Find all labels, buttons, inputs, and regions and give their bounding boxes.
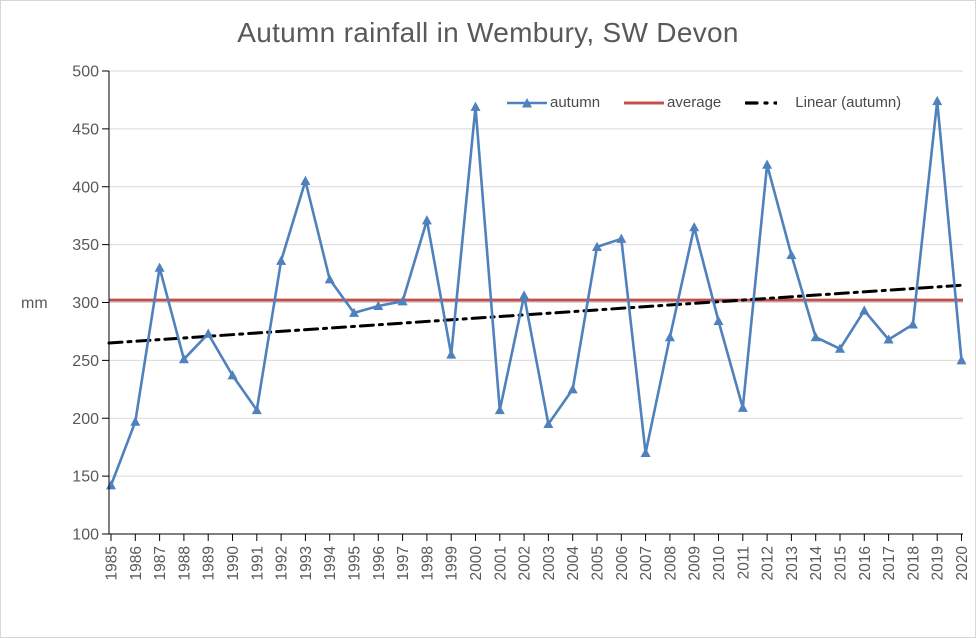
y-tick-label-400: 400 — [72, 179, 99, 196]
x-tick-label-1994: 1994 — [322, 546, 339, 581]
y-tick-label-450: 450 — [72, 121, 99, 138]
y-axis-unit-label: mm — [21, 295, 48, 312]
x-tick-label-2008: 2008 — [662, 546, 679, 580]
x-tick-label-1987: 1987 — [152, 546, 169, 580]
autumn-marker-2005 — [592, 241, 602, 251]
autumn-marker-1998 — [421, 215, 432, 225]
autumn-marker-2016 — [859, 305, 870, 315]
autumn-marker-2018 — [907, 319, 918, 329]
x-tick-label-2019: 2019 — [930, 546, 947, 580]
autumn-marker-2008 — [664, 332, 675, 342]
legend-item-autumn: autumn — [507, 94, 600, 111]
autumn-marker-2006 — [616, 233, 627, 243]
autumn-marker-1993 — [300, 175, 311, 185]
autumn-marker-1994 — [324, 274, 335, 284]
autumn-marker-1992 — [276, 255, 287, 265]
x-tick-label-2010: 2010 — [711, 546, 728, 581]
linear-trend-line — [107, 283, 965, 345]
autumn-marker-1987 — [154, 262, 165, 272]
y-tick-label-150: 150 — [72, 469, 99, 486]
autumn-series-swatch-icon — [507, 97, 547, 107]
autumn-marker-2012 — [762, 159, 773, 169]
x-tick-label-2016: 2016 — [857, 546, 874, 580]
autumn-marker-1986 — [130, 416, 141, 426]
x-tick-label-1993: 1993 — [298, 546, 315, 580]
x-tick-label-2002: 2002 — [517, 546, 534, 580]
y-tick-label-100: 100 — [72, 527, 99, 544]
y-tick-label-500: 500 — [72, 64, 99, 81]
autumn-marker-1991 — [251, 404, 262, 415]
autumn-marker-2009 — [689, 222, 700, 232]
x-tick-label-1999: 1999 — [444, 546, 461, 580]
x-tick-label-1990: 1990 — [225, 546, 242, 581]
x-tick-label-2003: 2003 — [541, 546, 558, 580]
y-tick-label-200: 200 — [72, 411, 99, 428]
x-tick-label-2017: 2017 — [881, 546, 898, 580]
legend-item-average: average — [624, 94, 721, 111]
x-tick-label-2009: 2009 — [687, 546, 704, 580]
autumn-marker-2001 — [494, 404, 505, 415]
autumn-marker-1988 — [178, 354, 189, 364]
autumn-marker-2014 — [810, 332, 821, 342]
autumn-marker-2002 — [519, 290, 530, 300]
autumn-marker-2011 — [737, 402, 748, 412]
legend-label-autumn: autumn — [550, 94, 601, 111]
autumn-marker-1989 — [203, 328, 214, 338]
x-tick-label-1995: 1995 — [347, 546, 364, 580]
linear-trend-swatch-icon — [745, 100, 778, 105]
chart-legend: autumn average Linear (autumn) — [507, 94, 901, 111]
x-tick-label-2000: 2000 — [468, 546, 485, 581]
x-tick-label-1985: 1985 — [104, 546, 121, 580]
x-tick-label-1986: 1986 — [128, 546, 145, 580]
x-tick-label-2011: 2011 — [735, 546, 752, 579]
legend-label-average: average — [667, 94, 722, 111]
autumn-marker-1990 — [227, 370, 238, 380]
x-tick-label-2001: 2001 — [492, 546, 509, 580]
autumn-marker-2003 — [543, 418, 554, 429]
autumn-marker-2010 — [713, 315, 724, 326]
x-tick-label-2012: 2012 — [760, 546, 777, 580]
autumn-marker-1996 — [373, 300, 384, 310]
autumn-marker-1999 — [446, 349, 457, 359]
autumn-marker-2017 — [883, 334, 894, 344]
x-tick-label-1989: 1989 — [201, 546, 218, 580]
autumn-marker-1997 — [397, 296, 408, 306]
autumn-marker-2013 — [786, 249, 797, 260]
x-tick-label-2018: 2018 — [905, 546, 922, 580]
x-tick-label-1997: 1997 — [395, 546, 412, 580]
x-tick-label-1996: 1996 — [371, 546, 388, 580]
legend-item-linear: Linear (autumn) — [745, 94, 901, 111]
x-tick-label-2007: 2007 — [638, 546, 655, 580]
autumn-marker-2019 — [932, 95, 943, 106]
autumn-series-line — [109, 99, 963, 487]
autumn-marker-2015 — [835, 343, 845, 353]
y-tick-label-350: 350 — [72, 237, 99, 254]
x-tick-label-2014: 2014 — [808, 546, 825, 581]
x-tick-label-2015: 2015 — [833, 546, 850, 580]
autumn-marker-2000 — [470, 101, 481, 111]
legend-label-linear: Linear (autumn) — [795, 94, 902, 111]
chart-title: Autumn rainfall in Wembury, SW Devon — [237, 17, 739, 48]
x-tick-label-2005: 2005 — [590, 546, 607, 580]
x-tick-label-1998: 1998 — [419, 546, 436, 580]
autumn-marker-2004 — [567, 384, 578, 394]
x-tick-label-2013: 2013 — [784, 546, 801, 580]
x-tick-label-2006: 2006 — [614, 546, 631, 580]
x-tick-label-1991: 1991 — [249, 546, 266, 580]
y-tick-label-250: 250 — [72, 353, 99, 370]
autumn-marker-2020 — [956, 355, 967, 365]
y-tick-label-300: 300 — [72, 295, 99, 312]
x-tick-label-2004: 2004 — [565, 546, 582, 581]
x-tick-label-2020: 2020 — [954, 546, 971, 581]
x-tick-label-1988: 1988 — [176, 546, 193, 580]
x-tick-label-1992: 1992 — [274, 546, 291, 580]
average-line-swatch-icon — [624, 101, 665, 104]
autumn-marker-2007 — [640, 447, 651, 457]
autumn-marker-1985 — [106, 480, 116, 490]
autumn-marker-1995 — [349, 307, 359, 317]
